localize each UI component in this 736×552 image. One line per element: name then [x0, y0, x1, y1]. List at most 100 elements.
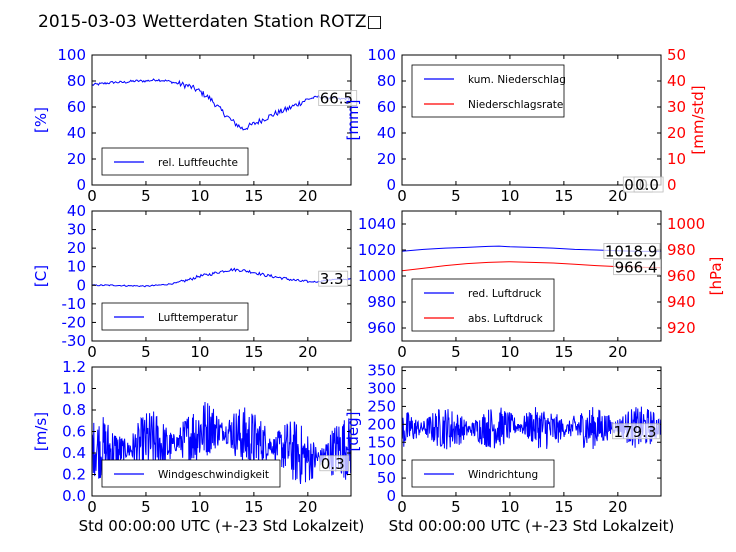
panel-temperature: 0 5 10 15 20-30-20-10010203040[C]Lufttempera…: [32, 202, 352, 361]
y-right-tick-label: 20: [667, 124, 686, 142]
x-tick-label: 20: [608, 498, 627, 516]
value-label: 0.0: [635, 176, 659, 194]
y-tick-label: 150: [367, 433, 396, 451]
y-tick-label: 40: [377, 124, 396, 142]
series-line-winddir-0: [402, 406, 661, 450]
y-tick-label: 100: [367, 451, 396, 469]
y-right-tick-label: 940: [667, 293, 696, 311]
x-tick-label: 5: [451, 187, 461, 205]
y-tick-label: -30: [62, 332, 87, 350]
plot-frame-precip: [401, 54, 662, 186]
y-right-tick-label: 1000: [667, 215, 705, 233]
figure-title: 2015-03-03 Wetterdaten Station ROTZ□: [38, 12, 383, 32]
legend-entry: Windgeschwindigkeit: [158, 469, 269, 481]
value-label-box: [318, 90, 358, 106]
x-tick-label: 0: [87, 343, 97, 361]
y-tick-label: 200: [367, 415, 396, 433]
x-tick-label: 0: [87, 498, 97, 516]
y-tick-label: 0.2: [62, 466, 86, 484]
value-label-box: [613, 259, 661, 276]
panel-humidity: 0 5 10 15 20 0 20 40 60 80 100 [%] rel. Luftfeuchte 6…: [32, 46, 358, 205]
legend-entry: red. Luftdruck: [468, 288, 542, 300]
y-tick-label: 60: [67, 98, 86, 116]
value-label: 3.3: [320, 270, 344, 288]
x-tick-label: 10: [190, 187, 209, 205]
y-tick-label: 350: [367, 362, 396, 380]
y-tick-label: 10: [67, 258, 86, 276]
legend-entry: abs. Luftdruck: [468, 313, 544, 325]
value-label-box: [603, 243, 661, 259]
series-line-humidity-0: [92, 78, 351, 131]
y-tick-label: 20: [377, 150, 396, 168]
legend-entry: Niederschlagsrate: [468, 99, 563, 111]
y-right-tick-label: 960: [667, 267, 696, 285]
y-right-tick-label: 40: [667, 72, 686, 90]
x-tick-label: 20: [298, 343, 317, 361]
y-tick-label: 0.8: [62, 401, 86, 419]
value-label-box: [633, 176, 664, 193]
value-label: 179.3: [614, 423, 657, 441]
y-tick-label: 80: [377, 72, 396, 90]
y-axis-label: [mm]: [344, 100, 362, 141]
y-tick-label: 40: [67, 124, 86, 142]
y-axis-label: [deg]: [344, 412, 362, 452]
x-tick-label: 20: [298, 498, 317, 516]
x-tick-label: 0: [87, 187, 97, 205]
y-axis-label: [C]: [32, 265, 50, 287]
plot-frame-winddir: [401, 366, 662, 497]
x-tick-label: 10: [500, 343, 519, 361]
y-right-tick-label: 980: [667, 241, 696, 259]
plot-frame-temperature: [91, 210, 352, 342]
x-tick-label: 0: [397, 187, 407, 205]
x-tick-label: 10: [500, 498, 519, 516]
y-tick-label: 80: [67, 72, 86, 90]
plot-frame-humidity: [91, 54, 352, 186]
y-tick-label: -20: [62, 313, 87, 331]
x-tick-label: 5: [141, 187, 151, 205]
value-label-box: [318, 270, 349, 287]
x-tick-label: 15: [554, 498, 573, 516]
panel-precip: 0 5 10 15 20 0 20 40 60 80 100 0 10 20 30 40 50 [mm] [mm/s…: [344, 46, 707, 205]
y-tick-label: 20: [67, 150, 86, 168]
y-axis-label: [%]: [32, 107, 50, 133]
value-label: 966.4: [615, 259, 658, 277]
y-tick-label: 20: [67, 239, 86, 257]
y-tick-label: 50: [377, 469, 396, 487]
x-tick-label: 10: [500, 187, 519, 205]
legend-box-precip: [411, 64, 565, 118]
x-axis-label: Std 00:00:00 UTC (+-23 Std Lokalzeit): [389, 517, 675, 535]
y-tick-label: 250: [367, 397, 396, 415]
y-tick-label: 0: [386, 487, 396, 505]
y-tick-label: 0.0: [62, 487, 86, 505]
y-axis-label: [m/s]: [32, 412, 50, 451]
y-tick-label: 0: [76, 276, 86, 294]
x-tick-label: 5: [451, 343, 461, 361]
series-line-windspeed-0: [92, 401, 351, 485]
value-label-box: [319, 455, 350, 472]
x-tick-label: 0: [397, 343, 407, 361]
y-tick-label: -10: [62, 295, 87, 313]
y-right-axis-label: [mm/std]: [689, 85, 707, 154]
x-tick-label: 15: [554, 187, 573, 205]
y-tick-label: 960: [367, 319, 396, 337]
y-tick-label: 980: [367, 293, 396, 311]
y-tick-label: 40: [67, 202, 86, 220]
value-label: 66.5: [320, 90, 353, 108]
x-tick-label: 15: [244, 187, 263, 205]
value-label: 0.3: [321, 455, 345, 473]
x-tick-label: 5: [141, 343, 151, 361]
y-right-tick-label: 50: [667, 46, 686, 64]
x-tick-label: 0: [397, 498, 407, 516]
y-tick-label: 100: [367, 46, 396, 64]
y-tick-label: 0.4: [62, 444, 86, 462]
y-right-tick-label: 0: [667, 176, 677, 194]
y-tick-label: 100: [57, 46, 86, 64]
y-tick-label: 1000: [358, 267, 396, 285]
legend-box-pressure: [411, 278, 555, 332]
y-right-tick-label: 920: [667, 319, 696, 337]
y-tick-label: 300: [367, 380, 396, 398]
y-tick-label: 60: [377, 98, 396, 116]
x-tick-label: 15: [244, 343, 263, 361]
